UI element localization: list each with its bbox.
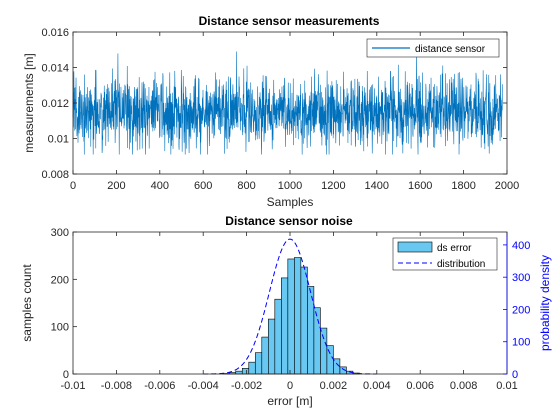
y-tick-label: 0.008	[41, 169, 69, 181]
noise-chart: Distance sensor noise -0.01 -0.008 -0.006-…	[20, 214, 552, 408]
histogram-bar	[287, 258, 295, 375]
noise-legend: ds error distribution	[392, 237, 498, 271]
histogram-bar	[274, 298, 282, 375]
x-tick-label: 600	[194, 180, 212, 192]
y-tick-label-right: 200	[512, 304, 530, 316]
x-tick-label: 0.004	[363, 380, 391, 392]
x-tick-label: -0.002	[231, 380, 262, 392]
noise-legend-box	[392, 237, 498, 271]
histogram-bar	[261, 336, 269, 375]
measurements-legend: distance sensor	[366, 38, 500, 58]
x-tick-label: 0	[287, 380, 293, 392]
histogram-bar	[313, 307, 321, 375]
measurements-legend-box	[366, 38, 500, 58]
y-tick-label: 100	[51, 322, 69, 334]
x-tick-label: 1800	[451, 180, 475, 192]
histogram-bar	[281, 277, 289, 375]
noise-y-ticks-left: 0 100 200 300	[51, 227, 77, 381]
y-tick-label-right: 300	[512, 272, 530, 284]
y-tick-label: 0.016	[41, 27, 69, 39]
histogram-bar	[267, 318, 276, 375]
x-tick-label: 0	[70, 180, 76, 192]
x-tick-label: -0.01	[60, 380, 85, 392]
legend-ds-error-label: ds error	[437, 243, 472, 254]
y-tick-label: 200	[51, 274, 69, 286]
histogram-bar	[248, 361, 256, 375]
x-tick-label: -0.008	[101, 380, 132, 392]
measurements-chart-title: Distance sensor measurements	[199, 14, 380, 28]
x-tick-label: 200	[107, 180, 125, 192]
legend-distance-sensor-label: distance sensor	[415, 44, 486, 55]
y-tick-label: 0	[63, 369, 69, 381]
legend-distribution-label: distribution	[437, 259, 485, 270]
measurements-y-ticks: 0.008 0.01 0.012 0.014 0.016	[41, 27, 507, 181]
x-tick-label: -0.006	[144, 380, 175, 392]
x-tick-label: -0.004	[188, 380, 219, 392]
x-tick-label: 1200	[321, 180, 345, 192]
x-tick-label: 1600	[408, 180, 432, 192]
x-tick-label: 1000	[278, 180, 302, 192]
measurements-series-group	[72, 51, 503, 155]
y-tick-label-right: 100	[512, 337, 530, 349]
measurements-x-ticks: 0 200 400 600 800 1000 1200 1400 1600 1800 2000	[70, 32, 519, 192]
x-tick-label: 400	[151, 180, 169, 192]
noise-y-ticks-right: 0 100 200 300 400	[503, 240, 530, 381]
y-tick-label: 0.014	[41, 63, 69, 75]
y-tick-label-right: 0	[512, 369, 518, 381]
x-tick-label: 0.006	[406, 380, 434, 392]
x-tick-label: 0.01	[496, 380, 517, 392]
y-tick-label: 300	[51, 227, 69, 239]
noise-y-axis-label-left: samples count	[20, 264, 34, 342]
measurements-x-axis-label: Samples	[267, 195, 314, 209]
y-tick-label: 0.01	[48, 134, 69, 146]
noise-x-axis-label: error [m]	[267, 394, 312, 408]
measurements-y-axis-label: measurements [m]	[22, 53, 36, 152]
histogram-bar	[235, 370, 243, 375]
histogram-bar	[300, 266, 308, 375]
x-tick-label: 0.002	[320, 380, 348, 392]
distance-sensor-line	[72, 51, 503, 155]
x-tick-label: 2000	[495, 180, 519, 192]
x-tick-label: 1400	[365, 180, 389, 192]
x-tick-label: 800	[237, 180, 255, 192]
noise-distribution-curve-group	[203, 238, 377, 375]
y-tick-label: 0.012	[41, 98, 69, 110]
y-tick-label-right: 400	[512, 240, 530, 252]
histogram-bar	[241, 368, 250, 375]
measurements-chart: Distance sensor measurements 0 200 400 600 8…	[22, 14, 519, 209]
distribution-curve	[203, 238, 377, 375]
legend-ds-error-swatch	[397, 241, 433, 253]
noise-chart-title: Distance sensor noise	[225, 214, 353, 228]
histogram-bar	[320, 327, 328, 375]
noise-y-axis-label-right: probability density	[538, 255, 552, 351]
noise-x-ticks: -0.01 -0.008 -0.006 -0.004 -0.002 0 0.002 0.004…	[60, 232, 518, 392]
histogram-bar	[254, 352, 263, 375]
histogram-bar	[294, 257, 302, 375]
x-tick-label: 0.008	[450, 380, 478, 392]
